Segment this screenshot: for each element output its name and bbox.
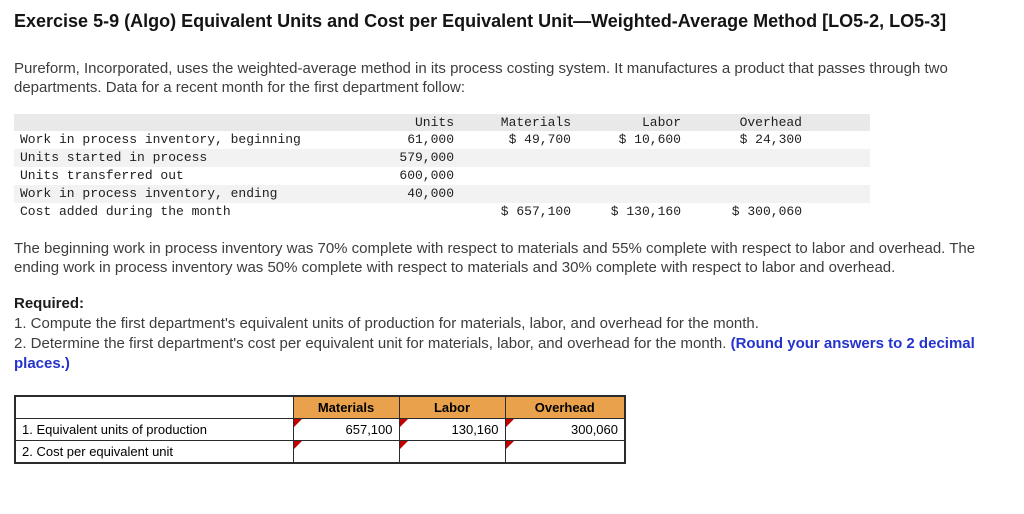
header-label-spacer [14,114,334,132]
labor-value: $ 10,600 [618,132,681,148]
answer-value: 130,160 [451,421,499,437]
answered-marker-icon [294,441,302,449]
required-item-1: 1. Compute the first department's equiva… [14,314,759,332]
spacer-cell [808,203,870,221]
answer-cell-cost-per-unit-materials[interactable] [292,439,400,464]
header-labor: Labor [641,114,681,130]
data-row-units-started: Units started in process 579,000 [14,149,870,168]
cost-data-table: Units Materials Labor Overhead Work in p… [14,113,870,221]
materials-value [460,185,577,203]
answer-cell-equivalent-units-materials[interactable]: 657,100 [292,417,400,441]
units-value: 40,000 [407,185,454,201]
answered-marker-icon [400,441,408,449]
overhead-value [687,185,808,203]
answer-value: 300,060 [571,421,618,437]
data-row-beginning-wip: Work in process inventory, beginning 61,… [14,131,870,149]
spacer-cell [808,167,870,185]
data-row-ending-wip: Work in process inventory, ending 40,000 [14,184,870,203]
materials-value: $ 657,100 [500,203,571,219]
answer-row-cost-per-unit: 2. Cost per equivalent unit [14,439,626,464]
materials-value [460,149,577,167]
labor-value: $ 130,160 [610,203,681,219]
materials-value: $ 49,700 [508,132,571,148]
labor-value [577,149,687,167]
data-row-units-transferred: Units transferred out 600,000 [14,167,870,185]
overhead-value [687,149,808,167]
answered-marker-icon [294,419,302,427]
header-spacer [808,114,870,132]
row-label: Cost added during the month [20,203,231,219]
answered-marker-icon [400,419,408,427]
data-table-header-row: Units Materials Labor Overhead [14,113,870,132]
header-overhead: Overhead [739,114,802,130]
answer-header-materials: Materials [292,395,400,419]
rounding-instruction: (Round your answers to 2 decimal places.… [14,335,975,373]
required-item-2: 2. Determine the first department's cost… [14,334,1010,375]
answered-marker-icon [506,419,514,427]
spacer-cell [808,149,870,167]
answer-corner-cell [14,395,294,419]
answer-table: Materials Labor Overhead 1. Equivalent u… [14,394,626,464]
overhead-value [687,167,808,185]
units-value: 600,000 [399,168,454,184]
answer-cell-cost-per-unit-overhead[interactable] [504,439,626,464]
completion-paragraph: The beginning work in process inventory … [14,239,976,277]
answer-header-labor: Labor [398,395,506,419]
required-heading: Required: [14,294,85,312]
answer-row-label: 2. Cost per equivalent unit [14,439,294,464]
header-units: Units [414,114,454,130]
answer-cell-cost-per-unit-labor[interactable] [398,439,506,464]
overhead-value: $ 24,300 [739,132,802,148]
intro-paragraph: Pureform, Incorporated, uses the weighte… [14,59,948,97]
exercise-page: Exercise 5-9 (Algo) Equivalent Units and… [14,11,1010,464]
answer-row-label: 1. Equivalent units of production [14,417,294,441]
answer-header-overhead: Overhead [504,395,626,419]
answered-marker-icon [506,441,514,449]
answer-header-row: Materials Labor Overhead [14,395,626,419]
materials-value [460,167,577,185]
required-item-2-text: 2. Determine the first department's cost… [14,335,727,353]
row-label: Work in process inventory, beginning [20,132,301,148]
answer-row-equivalent-units: 1. Equivalent units of production 657,10… [14,417,626,441]
answer-value: 657,100 [345,421,393,437]
answer-cell-equivalent-units-labor[interactable]: 130,160 [398,417,506,441]
answer-cell-equivalent-units-overhead[interactable]: 300,060 [504,417,626,441]
spacer-cell [808,185,870,203]
page-title: Exercise 5-9 (Algo) Equivalent Units and… [14,11,947,31]
units-value [334,203,460,221]
row-label: Units started in process [20,150,208,166]
header-materials: Materials [500,114,571,130]
required-section: Required: 1. Compute the first departmen… [14,294,1010,375]
labor-value [577,185,687,203]
row-label: Work in process inventory, ending [20,185,278,201]
spacer-cell [808,131,870,149]
units-value: 579,000 [399,150,454,166]
units-value: 61,000 [407,132,454,148]
data-row-cost-added: Cost added during the month $ 657,100 $ … [14,203,870,221]
row-label: Units transferred out [20,168,184,184]
overhead-value: $ 300,060 [731,203,802,219]
labor-value [577,167,687,185]
